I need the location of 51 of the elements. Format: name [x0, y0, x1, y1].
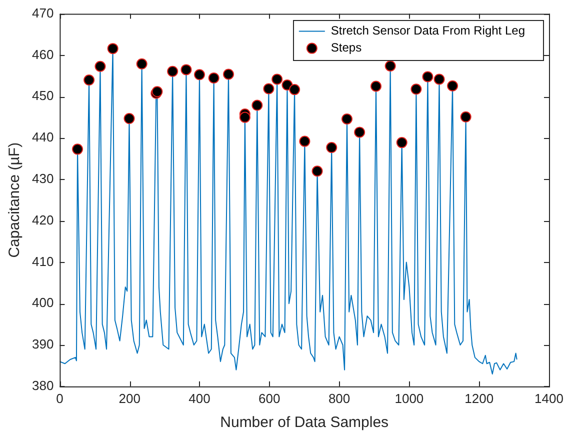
y-axis-title: Capacitance (µF) — [6, 142, 24, 258]
x-tick-label: 800 — [328, 390, 350, 406]
point — [396, 137, 408, 148]
point — [239, 112, 250, 123]
point — [263, 83, 274, 94]
point — [136, 58, 148, 70]
point — [370, 80, 382, 92]
point — [289, 84, 300, 96]
point — [434, 74, 445, 85]
point — [223, 68, 234, 80]
point — [180, 64, 192, 76]
point — [124, 113, 135, 124]
point — [326, 142, 338, 154]
point — [384, 60, 396, 72]
point — [194, 69, 205, 80]
x-tick-label: 1200 — [464, 390, 494, 406]
y-tick-label: 410 — [32, 254, 54, 269]
x-tick-label: 1000 — [394, 390, 424, 406]
x-tick-label: 200 — [118, 390, 140, 406]
y-tick-label: 380 — [32, 378, 54, 393]
legend-label: Stretch Sensor Data From Right Leg — [330, 24, 526, 38]
x-tick-label: 0 — [56, 390, 64, 406]
y-tick-label: 450 — [32, 88, 54, 104]
point — [272, 74, 283, 85]
point — [460, 111, 472, 122]
y-tick-label: 430 — [32, 170, 54, 186]
point — [447, 80, 458, 92]
point — [341, 113, 352, 124]
x-tick-label: 600 — [258, 390, 280, 406]
point — [167, 66, 178, 77]
point — [299, 136, 310, 147]
y-tick-label: 420 — [32, 212, 54, 228]
y-tick-label: 390 — [32, 336, 54, 352]
point — [72, 144, 84, 155]
point — [410, 84, 422, 95]
point — [422, 71, 434, 82]
x-axis-title: Number of Data Samples — [220, 414, 389, 432]
y-tick-label: 460 — [32, 46, 54, 62]
point — [84, 74, 95, 86]
point — [208, 72, 220, 84]
point — [354, 126, 366, 138]
point — [312, 166, 323, 177]
point — [94, 60, 106, 72]
y-tick-label: 440 — [32, 130, 54, 145]
y-tick-label: 400 — [32, 295, 54, 310]
legend-label: Steps — [330, 40, 362, 55]
point — [252, 100, 263, 111]
y-tick-label: 470 — [32, 5, 54, 20]
x-tick-label: 400 — [188, 390, 210, 406]
x-tick-label: 1400 — [534, 390, 564, 406]
point — [107, 43, 118, 54]
